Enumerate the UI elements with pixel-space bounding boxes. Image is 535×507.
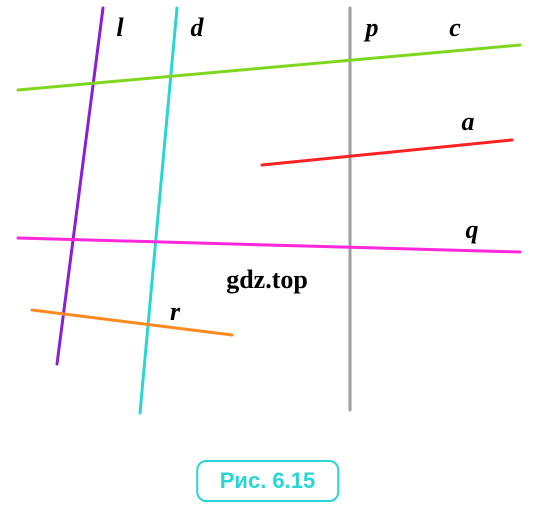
label-r: r (170, 297, 180, 327)
label-q: q (466, 215, 479, 245)
figure-canvas: l d p c a q r gdz.top Рис. 6.15 (0, 0, 535, 507)
line-a (262, 140, 512, 165)
label-c: c (449, 13, 461, 43)
line-c (18, 45, 520, 90)
line-d (140, 8, 177, 413)
lines-layer (0, 0, 535, 507)
label-l: l (116, 13, 123, 43)
figure-caption: Рис. 6.15 (196, 460, 339, 502)
line-l (57, 8, 103, 364)
label-p: p (366, 13, 379, 43)
line-q (18, 238, 520, 252)
watermark-text: gdz.top (226, 265, 308, 295)
label-a: a (462, 107, 475, 137)
figure-caption-text: Рис. 6.15 (220, 468, 315, 493)
label-d: d (191, 13, 204, 43)
